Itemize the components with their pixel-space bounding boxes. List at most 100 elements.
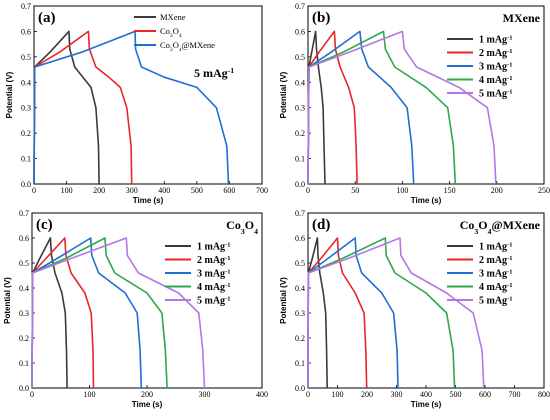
x-tick-label: 500 (191, 186, 203, 195)
y-tick-label: 0.2 (295, 129, 305, 138)
x-tick-label: 600 (479, 390, 491, 399)
x-tick-label: 300 (391, 390, 403, 399)
legend-entry-4-mag-1: 4 mAg-1 (479, 75, 512, 87)
y-axis-title: Potential (V) (279, 277, 288, 324)
series-line-5-mag-1 (307, 237, 485, 389)
y-tick-label: 0.5 (21, 53, 31, 62)
legend-entry-3-mag-1: 3 mAg-1 (197, 268, 230, 280)
x-tick-label: 0 (306, 186, 310, 195)
legend-entry-4-mag-1: 4 mAg-1 (197, 282, 230, 294)
x-tick-label: 150 (444, 186, 456, 195)
x-tick-label: 200 (141, 390, 153, 399)
series-line-4-mag-1 (307, 30, 457, 185)
panel-title: MXene (503, 11, 541, 25)
legend-entry-5-mag-1: 5 mAg-1 (197, 295, 230, 307)
legend-entry-3-mag-1: 3 mAg-1 (479, 268, 512, 280)
panel-title: Co3O4@MXene (460, 218, 541, 236)
chart-panel-c: 0 100 200 300 400 0.0 0.1 0.2 0.3 0.4 0.5 0.6 0.7 Tim… (3, 209, 268, 409)
legend-entry-1-mag-1: 1 mAg-1 (197, 241, 230, 253)
x-tick-label: 200 (361, 390, 373, 399)
y-tick-label: 0.7 (295, 209, 305, 218)
x-tick-label: 0 (30, 390, 34, 399)
series-line-5-mag-1 (31, 237, 206, 389)
y-tick-label: 0.1 (19, 359, 29, 368)
y-tick-label: 0.0 (21, 180, 31, 189)
legend-entry-co3o4-mxene: Co3O4@MXene (160, 40, 215, 53)
series-line-1-mag-1 (307, 30, 326, 185)
y-tick-label: 0.4 (19, 284, 29, 293)
x-tick-label: 200 (491, 186, 503, 195)
plot-frame (307, 5, 545, 185)
legend-entry-co3o4: Co3O4 (160, 26, 182, 39)
x-axis-title: Time (s) (411, 196, 442, 205)
y-tick-label: 0.2 (21, 129, 31, 138)
series-line-2-mag-1 (307, 30, 358, 185)
x-tick-label: 700 (509, 390, 521, 399)
x-tick-label: 800 (538, 390, 550, 399)
y-tick-label: 0.3 (295, 309, 305, 318)
y-tick-label: 0.0 (295, 384, 305, 393)
x-tick-label: 200 (93, 186, 105, 195)
y-tick-label: 0.5 (295, 259, 305, 268)
panel-label: (c) (36, 217, 53, 233)
series-line-3-mag-1 (31, 237, 143, 389)
y-tick-label: 0.0 (295, 180, 305, 189)
rate-annotation: 5 mAg-1 (194, 66, 234, 81)
x-tick-label: 300 (126, 186, 138, 195)
x-tick-label: 100 (332, 390, 344, 399)
y-tick-label: 0.7 (19, 209, 29, 218)
x-tick-label: 500 (450, 390, 462, 399)
series-line-co3o4-mxene (33, 30, 230, 185)
y-tick-label: 0.6 (21, 27, 31, 36)
x-axis-title: Time (s) (132, 400, 163, 409)
y-tick-label: 0.5 (19, 259, 29, 268)
chart-panel-a: 0 100 200 300 400 500 600 700 0.0 0.1 0.2 0.3 0.4 0.5… (5, 2, 268, 205)
series-line-3-mag-1 (307, 30, 415, 185)
y-tick-label: 0.0 (19, 384, 29, 393)
x-tick-label: 100 (84, 390, 96, 399)
x-tick-label: 250 (538, 186, 550, 195)
panel-title: Co3O4 (226, 218, 258, 236)
x-axis-title: Time (s) (411, 400, 442, 409)
legend-entry-4-mag-1: 4 mAg-1 (479, 282, 512, 294)
x-tick-label: 400 (256, 390, 268, 399)
legend-entry-2-mag-1: 2 mAg-1 (479, 255, 512, 267)
y-tick-label: 0.4 (21, 78, 31, 87)
panel-label: (d) (312, 217, 330, 233)
y-tick-label: 0.3 (21, 104, 31, 113)
y-tick-label: 0.6 (295, 234, 305, 243)
x-tick-label: 50 (351, 186, 359, 195)
series-line-4-mag-1 (307, 237, 456, 389)
x-tick-label: 700 (256, 186, 268, 195)
series-line-2-mag-1 (31, 237, 95, 389)
y-axis-title: Potential (V) (279, 71, 288, 118)
series-line-co3o4 (33, 30, 133, 185)
y-tick-label: 0.5 (295, 53, 305, 62)
y-tick-label: 0.3 (295, 104, 305, 113)
x-tick-label: 600 (223, 186, 235, 195)
x-tick-label: 100 (61, 186, 73, 195)
y-tick-label: 0.7 (295, 2, 305, 11)
legend-entry-2-mag-1: 2 mAg-1 (197, 255, 230, 267)
y-tick-label: 0.1 (295, 155, 305, 164)
x-tick-label: 300 (199, 390, 211, 399)
series-line-mxene (33, 30, 100, 185)
y-axis-title: Potential (V) (5, 71, 14, 118)
y-tick-label: 0.1 (21, 155, 31, 164)
y-tick-label: 0.4 (295, 284, 305, 293)
panel-label: (a) (38, 10, 56, 26)
legend-entry-3-mag-1: 3 mAg-1 (479, 61, 512, 73)
series-line-5-mag-1 (307, 30, 497, 185)
y-tick-label: 0.2 (295, 334, 305, 343)
legend-entry-2-mag-1: 2 mAg-1 (479, 48, 512, 60)
x-tick-label: 0 (32, 186, 36, 195)
y-axis-title: Potential (V) (3, 277, 12, 324)
series-line-2-mag-1 (307, 237, 368, 389)
y-tick-label: 0.6 (295, 27, 305, 36)
x-tick-label: 400 (420, 390, 432, 399)
y-tick-label: 0.1 (295, 359, 305, 368)
series-line-4-mag-1 (31, 237, 168, 389)
y-tick-label: 0.7 (21, 2, 31, 11)
legend-entry-5-mag-1: 5 mAg-1 (479, 295, 512, 307)
